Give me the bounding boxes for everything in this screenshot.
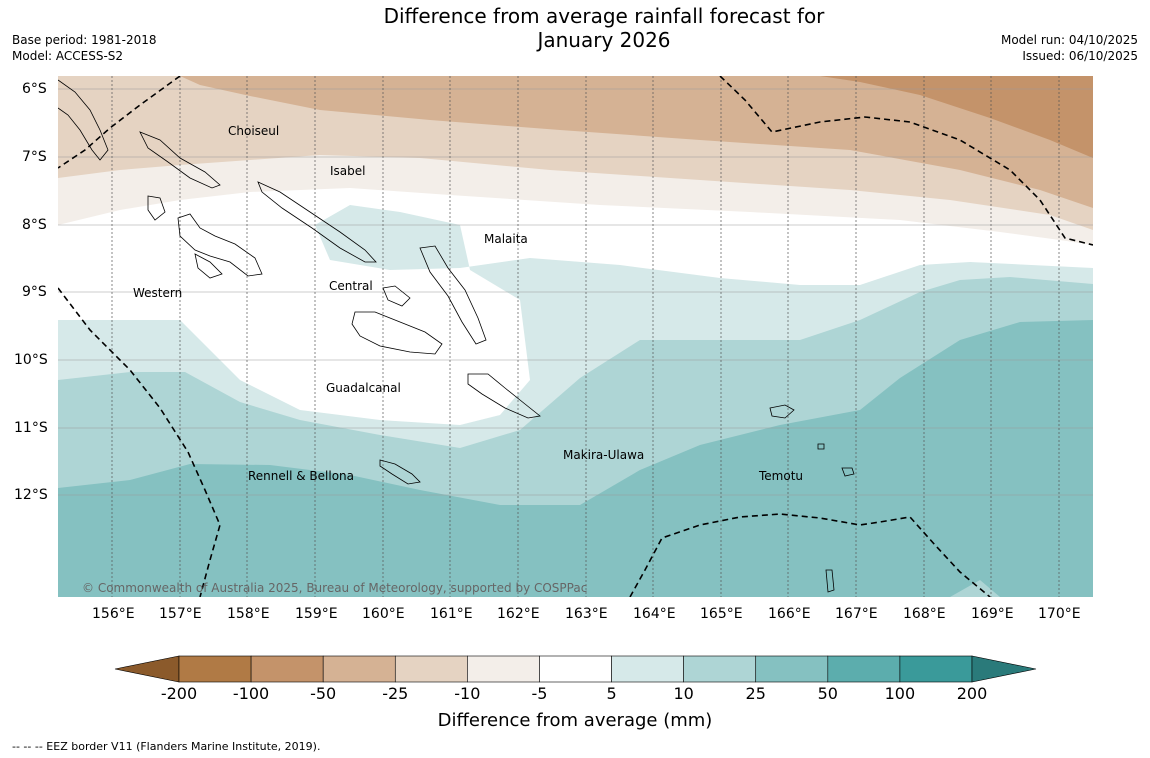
colorbar-segment bbox=[178, 655, 252, 683]
lon-label: 157°E bbox=[159, 606, 202, 622]
island-vanikoro bbox=[841, 467, 855, 477]
region-label-temotu: Temotu bbox=[759, 469, 804, 483]
island-florida bbox=[382, 285, 411, 307]
island-guadalcanal bbox=[351, 311, 443, 355]
colorbar-tick-label: -50 bbox=[310, 684, 337, 703]
lat-label: 7°S bbox=[22, 149, 47, 165]
lat-label: 10°S bbox=[14, 352, 48, 368]
region-label-guadalcanal: Guadalcanal bbox=[326, 381, 401, 395]
lon-label: 165°E bbox=[700, 606, 743, 622]
colorbar-segment bbox=[250, 655, 324, 683]
lon-label: 167°E bbox=[835, 606, 878, 622]
title-line-2: January 2026 bbox=[537, 28, 671, 52]
colorbar-tick-label: -25 bbox=[382, 684, 409, 703]
colorbar-segment bbox=[683, 655, 757, 683]
map-area bbox=[58, 76, 1093, 597]
island-anuta bbox=[825, 569, 835, 593]
lon-label: 161°E bbox=[430, 606, 473, 622]
lat-label: 12°S bbox=[14, 487, 48, 503]
colorbar-extend-high bbox=[971, 655, 1037, 683]
lon-label: 164°E bbox=[633, 606, 676, 622]
colorbar-tick-label: -100 bbox=[232, 684, 270, 703]
band-wet-25-50 bbox=[58, 320, 1093, 597]
region-label-western: Western bbox=[133, 286, 183, 300]
lon-label: 160°E bbox=[362, 606, 405, 622]
lat-label: 8°S bbox=[22, 217, 47, 233]
region-label-central: Central bbox=[329, 279, 373, 293]
model-run: Model run: 04/10/2025 bbox=[1000, 33, 1138, 47]
lon-label: 158°E bbox=[227, 606, 270, 622]
island-malaita bbox=[419, 245, 487, 345]
graticule bbox=[58, 88, 1093, 496]
island-utupua bbox=[817, 443, 825, 450]
lat-label: 6°S bbox=[22, 81, 47, 97]
eez-borders bbox=[58, 76, 1093, 597]
colorbar-tick-label: 25 bbox=[745, 684, 766, 703]
colorbar-segment bbox=[755, 655, 829, 683]
lon-label: 162°E bbox=[497, 606, 540, 622]
island-new-georgia bbox=[177, 213, 263, 277]
island-choiseul bbox=[139, 131, 221, 189]
eez-legend: -- -- -- EEZ border V11 (Flanders Marine… bbox=[12, 740, 321, 753]
band-dry-25-50 bbox=[180, 76, 1093, 208]
lon-label: 169°E bbox=[971, 606, 1014, 622]
lon-label: 168°E bbox=[903, 606, 946, 622]
title-line-1: Difference from average rainfall forecas… bbox=[383, 4, 825, 28]
island-isabel bbox=[257, 181, 377, 263]
colorbar-segment bbox=[827, 655, 901, 683]
issued-date: Issued: 06/10/2025 bbox=[1022, 49, 1138, 63]
island-santa-cruz bbox=[769, 404, 795, 419]
island-png-bougainville bbox=[58, 79, 109, 161]
meridians bbox=[111, 76, 1060, 597]
lon-label: 170°E bbox=[1038, 606, 1081, 622]
island-rendova bbox=[194, 253, 223, 279]
colorbar-tick-label: 200 bbox=[956, 684, 988, 703]
base-period: Base period: 1981-2018 bbox=[12, 33, 157, 47]
meta-left: Base period: 1981-2018 Model: ACCESS-S2 bbox=[12, 32, 157, 64]
colorbar-tick-label: -200 bbox=[160, 684, 198, 703]
lat-label: 11°S bbox=[14, 420, 48, 436]
colorbar-tick-label: -10 bbox=[454, 684, 481, 703]
colorbar-tick-label: 50 bbox=[817, 684, 838, 703]
region-label-rennell-bellona: Rennell & Bellona bbox=[248, 469, 355, 483]
colorbar-tick-label: -5 bbox=[531, 684, 548, 703]
colorbar bbox=[114, 655, 1037, 683]
colorbar-tick-label: 100 bbox=[884, 684, 916, 703]
lon-label: 163°E bbox=[565, 606, 608, 622]
colorbar-segment bbox=[899, 655, 973, 683]
colorbar-segment bbox=[611, 655, 684, 683]
colorbar-extend-low bbox=[114, 655, 180, 683]
colorbar-segment bbox=[539, 655, 612, 683]
region-label-malaita: Malaita bbox=[484, 232, 528, 246]
island-makira bbox=[467, 373, 541, 419]
lon-label: 166°E bbox=[768, 606, 811, 622]
colorbar-segment bbox=[394, 655, 468, 683]
colorbar-tick-label: 10 bbox=[673, 684, 694, 703]
colorbar-segment bbox=[322, 655, 396, 683]
region-label-makira-ulawa: Makira-Ulawa bbox=[563, 448, 645, 462]
lon-label: 156°E bbox=[92, 606, 135, 622]
region-label-isabel: Isabel bbox=[330, 164, 366, 178]
meta-right: Model run: 04/10/2025 Issued: 06/10/2025 bbox=[1001, 32, 1138, 64]
island-rennell bbox=[379, 459, 421, 485]
colorbar-label: Difference from average (mm) bbox=[437, 710, 713, 731]
band-wet-50-100 bbox=[950, 580, 1000, 597]
coastlines bbox=[58, 79, 855, 593]
island-vella bbox=[147, 195, 166, 221]
lon-label: 159°E bbox=[295, 606, 338, 622]
band-dry-50-100 bbox=[820, 76, 1093, 158]
lat-label: 9°S bbox=[22, 284, 47, 300]
colorbar-tick-label: 5 bbox=[606, 684, 617, 703]
region-label-choiseul: Choiseul bbox=[228, 124, 280, 138]
model-name: Model: ACCESS-S2 bbox=[12, 49, 124, 63]
colorbar-segment bbox=[467, 655, 540, 683]
copyright-notice: © Commonwealth of Australia 2025, Bureau… bbox=[82, 581, 588, 595]
